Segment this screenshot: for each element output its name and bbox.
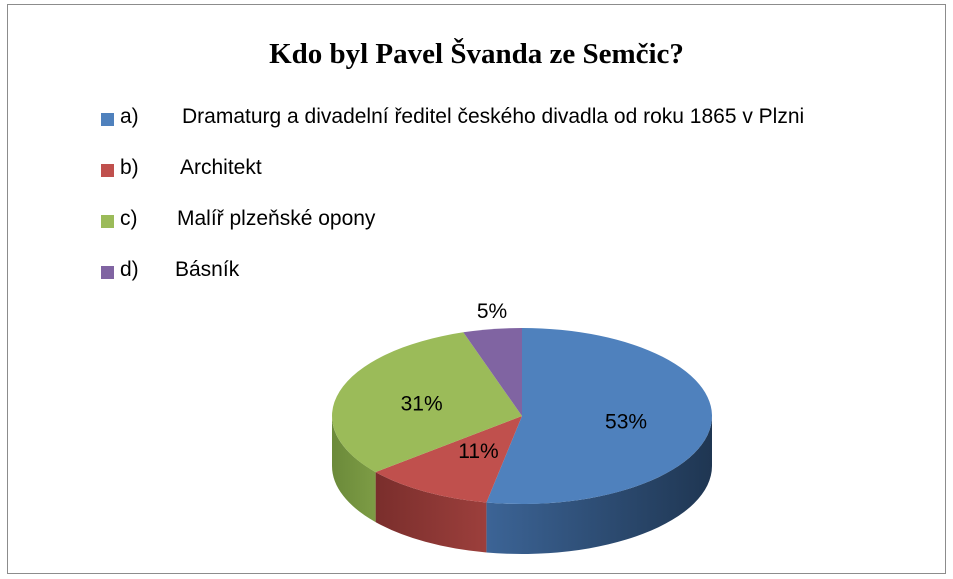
legend-letter-d: d) (120, 258, 139, 281)
pie-slice-d (463, 328, 522, 416)
pie-label-b: 11% (458, 440, 498, 463)
legend-letter-c: c) (120, 207, 138, 230)
pie-label-a: 53% (605, 411, 647, 434)
pie-slice-c (331, 332, 522, 473)
chart-title: Kdo byl Pavel Švanda ze Semčic? (269, 38, 684, 70)
pie-slice-a (486, 328, 712, 504)
pie-slices (331, 328, 712, 504)
legend-swatch-d (101, 266, 114, 279)
pie-side-a (486, 416, 712, 554)
legend-letter-b: b) (120, 156, 139, 179)
pie-data-labels: 53% 11% 31% 5% (401, 300, 647, 463)
legend-swatch-c (101, 215, 114, 228)
legend-swatch-a (101, 113, 114, 126)
legend-label-d: Básník (175, 258, 240, 281)
pie-sides (332, 416, 712, 554)
pie-label-c: 31% (401, 392, 443, 415)
pie-side-c (332, 416, 376, 523)
pie-label-d: 5% (477, 300, 507, 323)
legend-label-c: Malíř plzeňské opony (177, 207, 376, 230)
legend-label-b: Architekt (180, 156, 262, 179)
legend-swatch-b (101, 164, 114, 177)
legend-letter-a: a) (120, 105, 139, 128)
pie-slice-b (375, 416, 522, 503)
pie-side-b (375, 472, 487, 553)
legend-label-a: Dramaturg a divadelní ředitel českého di… (182, 105, 805, 128)
